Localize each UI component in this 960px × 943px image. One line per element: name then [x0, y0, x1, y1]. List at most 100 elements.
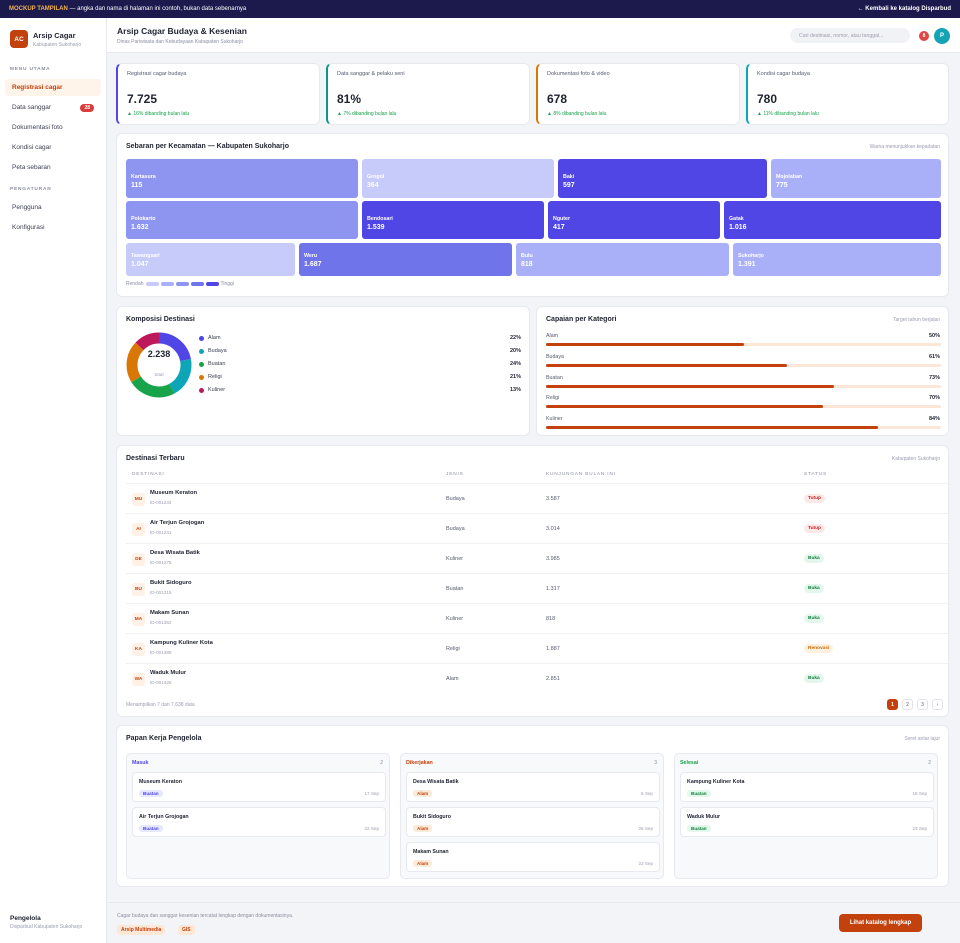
kanban-card-item[interactable]: Bukit Sidoguro Alam 25 Sep — [406, 807, 660, 837]
stat-value: 780 — [757, 92, 778, 106]
next-page-button[interactable]: › — [932, 699, 943, 710]
table-row[interactable]: KA Kampung Kuliner Kota ID-001389 Religi… — [126, 633, 948, 663]
tile-name: Gatak — [729, 216, 744, 222]
sidebar-item-konfigurasi[interactable]: Konfigurasi — [5, 219, 101, 236]
legend-item-budaya: Budaya — [199, 348, 227, 354]
page-3-button[interactable]: 3 — [917, 699, 928, 710]
treemap-tile-mojolaban[interactable]: Mojolaban 775 — [771, 159, 941, 198]
column-header-destinasi[interactable]: DESTINASI — [132, 472, 165, 477]
sidebar-item-pengguna[interactable]: Pengguna — [5, 199, 101, 216]
page-2-button[interactable]: 2 — [902, 699, 913, 710]
brand: AC Arsip Cagar Kabupaten Sukoharjo — [10, 30, 81, 48]
legend-item-buatan: Buatan — [199, 361, 225, 367]
notification-badge[interactable]: 8 — [919, 31, 929, 41]
tile-name: Polokarto — [131, 216, 156, 222]
column-header-jenis[interactable]: JENIS — [446, 472, 464, 477]
task-tag: Buatan — [687, 825, 711, 832]
task-date: 22 Sep — [638, 861, 653, 866]
progress-track-buatan — [546, 385, 941, 388]
capaian-card: Capaian per Kategori Target tahun berjal… — [536, 306, 949, 436]
kanban-card: Papan Kerja Pengelola Seret antar lajur … — [116, 725, 949, 887]
back-to-catalog-link[interactable]: ← Kembali ke katalog Disparbud — [857, 6, 951, 12]
tile-name: Tawangsari — [131, 253, 160, 259]
task-date: 17 Sep — [364, 791, 379, 796]
table-row[interactable]: BU Bukit Sidoguro ID-001315 Buatan 1.317… — [126, 573, 948, 603]
sidebar-item-data-sanggar[interactable]: Data sanggar 28 — [5, 99, 101, 116]
tile-name: Bendosari — [367, 216, 393, 222]
tile-value: 775 — [776, 182, 788, 189]
kanban-card-item[interactable]: Makam Sunan Alam 22 Sep — [406, 842, 660, 872]
tile-value: 1.539 — [367, 224, 385, 231]
kanban-card-item[interactable]: Kampung Kuliner Kota Buatan 18 Sep — [680, 772, 934, 802]
row-name: Museum Keraton — [150, 490, 198, 496]
sidebar-footer-subtitle: Disparbud Kabupaten Sukoharjo — [10, 924, 83, 930]
legend-item-religi: Religi — [199, 374, 222, 380]
task-date: 6 Sep — [640, 791, 653, 796]
legend-item-kuliner: Kuliner — [199, 387, 225, 393]
donut-slice-kuliner — [126, 332, 192, 398]
treemap-tile-weru[interactable]: Weru 1.687 — [299, 243, 512, 276]
view-catalog-button[interactable]: Lihat katalog lengkap — [839, 914, 922, 932]
table-row[interactable]: WA Waduk Mulur ID-001426 Alam 2.851 Buka — [126, 663, 948, 693]
treemap-tile-kartasura[interactable]: Kartasura 115 — [126, 159, 358, 198]
donut-total: 2.238 — [147, 349, 171, 359]
column-title: Dikerjakan — [406, 760, 433, 766]
stat-label: Dokumentasi foto & video — [547, 71, 610, 77]
row-id: ID-001426 — [150, 680, 172, 685]
sidebar-item-kondisi-cagar[interactable]: Kondisi cagar — [5, 139, 101, 156]
table-row[interactable]: MU Museum Keraton ID-001234 Budaya 3.587… — [126, 483, 948, 513]
tile-value: 417 — [553, 224, 565, 231]
tile-name: Nguter — [553, 216, 571, 222]
status-badge: Buka — [804, 674, 824, 683]
row-initials: BU — [132, 583, 145, 596]
tile-name: Baki — [563, 174, 575, 180]
sidebar-footer-title: Pengelola — [10, 915, 41, 922]
sidebar-item-registrasi-cagar[interactable]: Registrasi cagar — [5, 79, 101, 96]
table-row[interactable]: MA Makam Sunan ID-001352 Kuliner 818 Buk… — [126, 603, 948, 633]
row-kunjungan: 818 — [546, 616, 556, 622]
treemap-tile-gatak[interactable]: Gatak 1.016 — [724, 201, 941, 239]
progress-pct: 70% — [928, 395, 940, 401]
treemap-tile-baki[interactable]: Baki 597 — [558, 159, 767, 198]
stat-card-registrasi: Registrasi cagar budaya 7.725 ▲ 16% diba… — [116, 63, 320, 125]
destinasi-table-card: Destinasi Terbaru Kabupaten Sukoharjo DE… — [116, 445, 949, 717]
legend-high-label: Tinggi — [220, 281, 234, 287]
kanban-card-item[interactable]: Museum Keraton Buatan 17 Sep — [132, 772, 386, 802]
row-jenis: Budaya — [446, 526, 465, 532]
treemap-tile-tawangsari[interactable]: Tawangsari 1.047 — [126, 243, 295, 276]
search-input[interactable]: Cari destinasi, nomor, atau tanggal... — [790, 28, 910, 43]
avatar[interactable]: P — [934, 28, 950, 44]
sidebar-footer: Pengelola Disparbud Kabupaten Sukoharjo — [10, 915, 82, 930]
sidebar-item-dokumentasi-foto[interactable]: Dokumentasi foto — [5, 119, 101, 136]
kanban-card-item[interactable]: Waduk Mulur Buatan 23 Sep — [680, 807, 934, 837]
progress-label: Religi — [546, 395, 560, 401]
progress-track-budaya — [546, 364, 941, 367]
page-1-button[interactable]: 1 — [887, 699, 898, 710]
table-row[interactable]: DE Desa Wisata Batik ID-001278 Kuliner 3… — [126, 543, 948, 573]
sidebar-item-peta-sebaran[interactable]: Peta sebaran — [5, 159, 101, 176]
tile-value: 1.016 — [729, 224, 747, 231]
row-name: Air Terjun Grojogan — [150, 520, 205, 526]
treemap-tile-sukoharjo[interactable]: Sukoharjo 1.391 — [733, 243, 941, 276]
row-kunjungan: 3.985 — [546, 556, 560, 562]
capaian-title: Capaian per Kategori — [546, 316, 617, 323]
column-header-kunjungan[interactable]: KUNJUNGAN BULAN INI — [546, 472, 616, 477]
stat-label: Registrasi cagar budaya — [127, 71, 187, 77]
treemap-tile-grogol[interactable]: Grogol 364 — [362, 159, 554, 198]
progress-pct: 84% — [928, 416, 940, 422]
treemap-tile-polokarto[interactable]: Polokarto 1.632 — [126, 201, 358, 239]
treemap-tile-nguter[interactable]: Nguter 417 — [548, 201, 720, 239]
donut-chart — [126, 332, 192, 398]
footer-tag: GIS — [178, 925, 195, 935]
treemap-tile-bendosari[interactable]: Bendosari 1.539 — [362, 201, 544, 239]
column-header-status[interactable]: STATUS — [804, 472, 828, 477]
kanban-card-item[interactable]: Air Terjun Grojogan Buatan 22 Sep — [132, 807, 386, 837]
table-body: MU Museum Keraton ID-001234 Budaya 3.587… — [126, 483, 948, 695]
treemap-tile-bulu[interactable]: Bulu 818 — [516, 243, 729, 276]
table-row[interactable]: AI Air Terjun Grojogan ID-001241 Budaya … — [126, 513, 948, 543]
task-name: Museum Keraton — [139, 779, 182, 785]
progress-fill — [546, 426, 878, 429]
stat-card-dokumentasi: Dokumentasi foto & video 678 ▲ 8% diband… — [536, 63, 740, 125]
kanban-card-item[interactable]: Desa Wisata Batik Alam 6 Sep — [406, 772, 660, 802]
task-date: 22 Sep — [364, 826, 379, 831]
